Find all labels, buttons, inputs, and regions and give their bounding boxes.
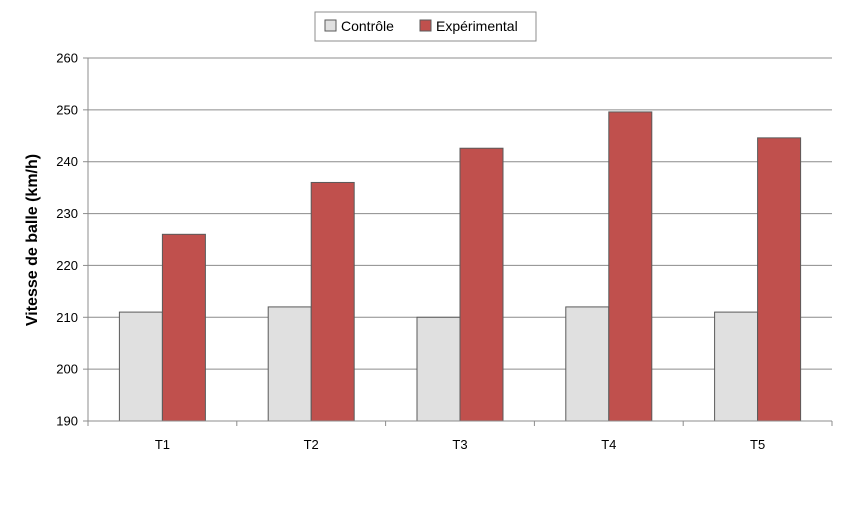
bar-controle-t5 [714, 311, 759, 422]
legend-swatch-controle [324, 19, 337, 32]
x-tick-labels: T1 T2 T3 T4 T5 [87, 421, 833, 452]
y-tick-label: 240 [56, 154, 78, 169]
y-tick-labels: 190 200 210 220 230 240 250 260 [56, 51, 88, 429]
bar-experimental-t2 [310, 181, 355, 422]
bar-controle-t4 [565, 306, 610, 422]
legend-label-controle: Contrôle [341, 18, 394, 34]
legend-label-experimental: Expérimental [436, 18, 518, 34]
x-tick-label: T2 [304, 437, 319, 452]
y-axis-label: Vitesse de balle (km/h) [24, 154, 41, 326]
y-tick-label: 220 [56, 258, 78, 273]
bar-controle-t1 [118, 311, 163, 422]
x-tick-label: T3 [452, 437, 467, 452]
y-tick-label: 200 [56, 362, 78, 377]
y-tick-label: 250 [56, 102, 78, 117]
x-tick-label: T1 [155, 437, 170, 452]
x-tick-label: T4 [601, 437, 616, 452]
bar-experimental-t1 [161, 233, 206, 422]
y-tick-label: 230 [56, 206, 78, 221]
bar-controle-t3 [416, 316, 461, 422]
legend: Contrôle Expérimental [314, 11, 537, 42]
bar-experimental-t5 [757, 137, 802, 422]
x-tick-label: T5 [750, 437, 765, 452]
y-tick-label: 210 [56, 310, 78, 325]
y-tick-label: 190 [56, 414, 78, 429]
bars [118, 111, 802, 422]
y-tick-label: 260 [56, 51, 78, 66]
legend-swatch-experimental [419, 19, 432, 32]
bar-experimental-t3 [459, 147, 504, 422]
axes [87, 58, 832, 422]
bar-experimental-t4 [608, 111, 653, 422]
bar-controle-t2 [267, 306, 312, 422]
